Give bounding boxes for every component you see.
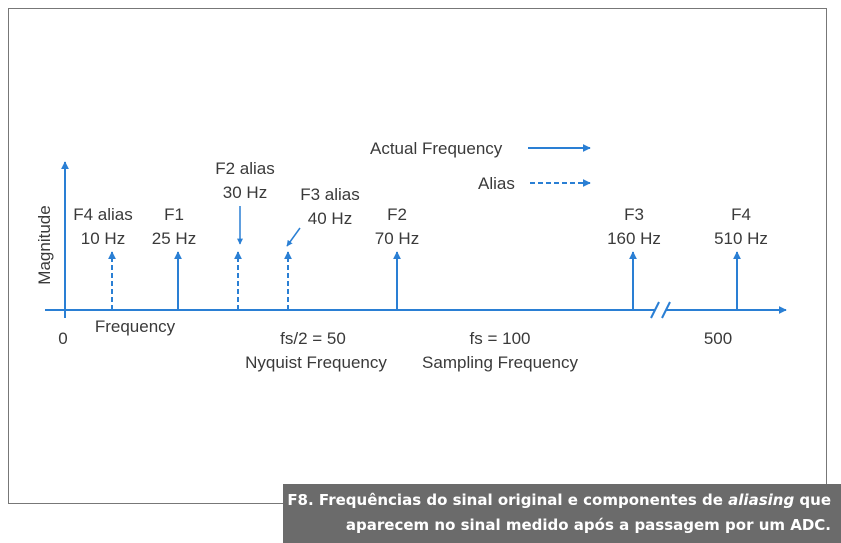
tick-label: 500 [704, 329, 732, 348]
signal-name: F2 [387, 205, 407, 224]
signal-name: F4 [731, 205, 751, 224]
signal-freq: 30 Hz [223, 183, 267, 202]
x-label: Frequency [95, 317, 176, 336]
signal-freq: 510 Hz [714, 229, 768, 248]
caption-text: que [794, 491, 831, 509]
pointer [286, 227, 301, 247]
signal-freq: 10 Hz [81, 229, 125, 248]
signal-freq: 160 Hz [607, 229, 661, 248]
signal-freq: 40 Hz [308, 209, 352, 228]
tick-label: fs = 100 [470, 329, 531, 348]
signal-name: F4 alias [73, 205, 133, 224]
caption-line: F8. Frequências do sinal original e comp… [283, 488, 831, 513]
legend-label: Alias [478, 174, 515, 193]
signal-freq: 25 Hz [152, 229, 196, 248]
axis-break [650, 301, 660, 319]
caption-text: F8. Frequências do sinal original e comp… [287, 491, 729, 509]
caption: F8. Frequências do sinal original e comp… [283, 484, 841, 543]
tick-caption: Sampling Frequency [422, 353, 578, 372]
signal-name: F3 [624, 205, 644, 224]
caption-line: aparecem no sinal medido após a passagem… [345, 516, 831, 534]
tick-caption: Nyquist Frequency [245, 353, 387, 372]
caption-emphasis: aliasing [728, 491, 795, 509]
tick-label: 0 [58, 329, 67, 348]
y-label: Magnitude [35, 205, 54, 284]
signal-name: F2 alias [215, 159, 275, 178]
frame [8, 8, 827, 504]
axis-break [661, 301, 671, 319]
signal-name: F1 [164, 205, 184, 224]
signal-name: F3 alias [300, 185, 360, 204]
signal-freq: 70 Hz [375, 229, 419, 248]
tick-label: fs/2 = 50 [280, 329, 346, 348]
legend-label: Actual Frequency [370, 139, 503, 158]
